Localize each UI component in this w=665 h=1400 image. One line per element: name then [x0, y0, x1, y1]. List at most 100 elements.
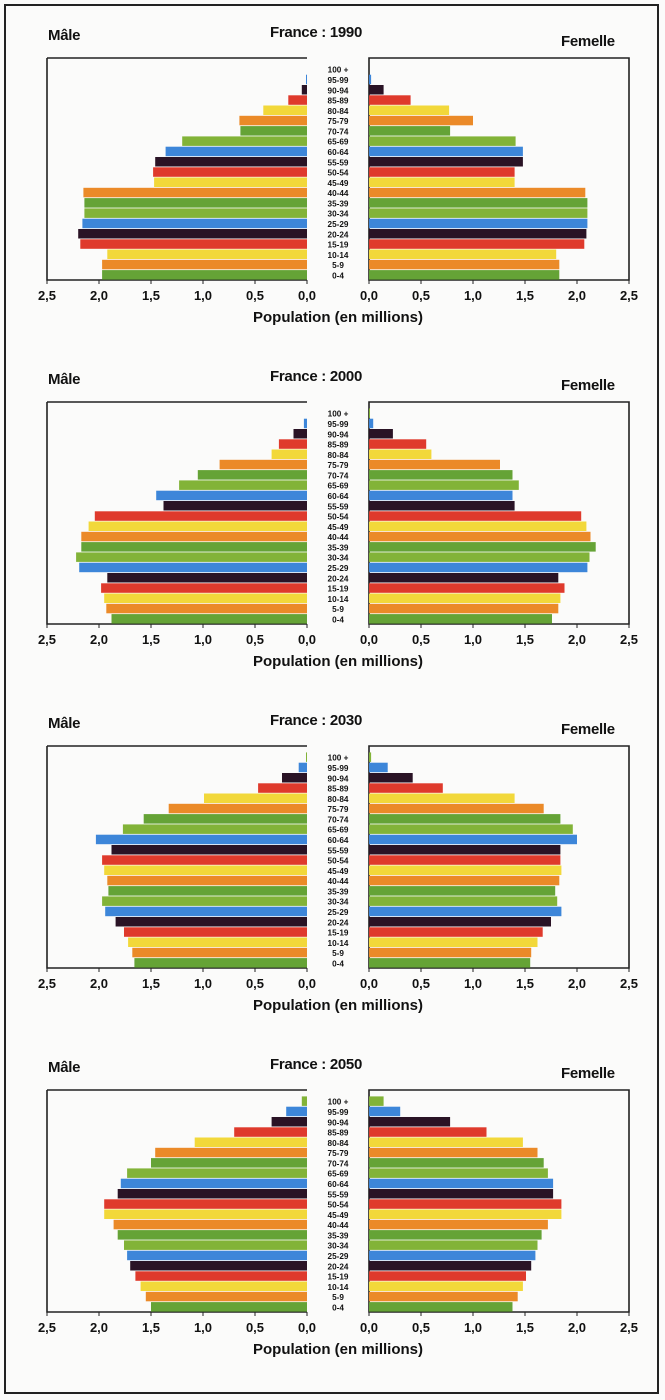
age-label: 70-74	[328, 1159, 349, 1168]
female-bar-50-54	[369, 511, 582, 521]
male-bar-55-59	[163, 501, 307, 511]
x-axis-label: Population (en millions)	[253, 997, 423, 1014]
male-bar-60-64	[95, 834, 308, 845]
male-bar-50-54	[94, 511, 307, 521]
male-bar-35-39	[81, 542, 307, 552]
age-label: 85-89	[328, 1129, 349, 1138]
male-bar-95-99	[298, 762, 307, 773]
female-bar-20-24	[369, 917, 551, 927]
age-label: 35-39	[328, 1231, 349, 1240]
female-tick-label: 2,5	[620, 288, 638, 303]
female-bar-30-34	[369, 896, 558, 906]
male-bar-10-14	[128, 937, 307, 947]
age-label: 10-14	[328, 251, 349, 260]
pyramid-panel-2050: Mâle France : 2050 Femelle 0-4 5-9 10-14 15…	[0, 1054, 665, 1394]
female-tick-label: 0,0	[360, 632, 378, 647]
male-bar-30-34	[124, 1240, 307, 1250]
age-label: 80-84	[328, 451, 349, 460]
female-bar-60-64	[369, 146, 523, 157]
male-tick-label: 1,0	[194, 976, 212, 991]
male-bar-75-79	[168, 803, 307, 814]
female-bar-80-84	[369, 1137, 523, 1147]
female-tick-label: 0,5	[412, 288, 430, 303]
age-label: 50-54	[328, 513, 349, 522]
male-bar-80-84	[194, 1137, 307, 1147]
age-label: 50-54	[328, 169, 349, 178]
male-bar-40-44	[107, 875, 307, 886]
female-bar-0-4	[369, 958, 531, 968]
male-bar-35-39	[84, 198, 308, 208]
female-tick-label: 0,0	[360, 976, 378, 991]
male-bar-95-99	[306, 74, 307, 85]
male-tick-label: 1,0	[194, 632, 212, 647]
age-label: 35-39	[328, 199, 349, 208]
female-bar-55-59	[369, 845, 561, 855]
female-bar-40-44	[369, 187, 586, 198]
female-bar-60-64	[369, 834, 577, 845]
male-bar-85-89	[278, 439, 307, 449]
male-bar-5-9	[106, 603, 307, 614]
age-label: 20-24	[328, 574, 349, 583]
female-bar-20-24	[369, 1261, 532, 1271]
male-bar-35-39	[108, 886, 308, 896]
female-bar-85-89	[369, 439, 427, 449]
male-tick-label: 0,0	[298, 976, 316, 991]
male-bar-80-84	[271, 449, 307, 459]
male-bar-20-24	[130, 1261, 307, 1271]
age-label: 30-34	[328, 210, 349, 219]
age-label: 5-9	[332, 1293, 344, 1302]
female-tick-label: 0,0	[360, 288, 378, 303]
female-tick-label: 1,5	[516, 632, 534, 647]
female-bar-100 +	[369, 408, 370, 418]
age-label: 75-79	[328, 1149, 349, 1158]
age-label: 45-49	[328, 867, 349, 876]
male-bar-30-34	[84, 208, 308, 218]
age-label: 75-79	[328, 461, 349, 470]
male-bar-45-49	[104, 865, 307, 875]
female-bar-25-29	[369, 562, 588, 573]
female-bar-5-9	[369, 1291, 518, 1302]
female-bar-10-14	[369, 249, 557, 259]
female-label: Femelle	[561, 33, 615, 50]
female-bar-50-54	[369, 167, 515, 177]
male-tick-label: 2,5	[38, 632, 56, 647]
age-label: 0-4	[332, 959, 344, 968]
female-tick-label: 1,5	[516, 1320, 534, 1335]
age-label: 30-34	[328, 554, 349, 563]
male-bar-30-34	[102, 896, 307, 906]
female-tick-label: 0,0	[360, 1320, 378, 1335]
male-label: Mâle	[48, 371, 81, 388]
male-bar-90-94	[293, 429, 307, 439]
age-label: 60-64	[328, 836, 349, 845]
female-bar-85-89	[369, 783, 443, 793]
age-label: 55-59	[328, 1190, 349, 1199]
chart-title: France : 2030	[270, 712, 362, 729]
age-label: 90-94	[328, 86, 349, 95]
age-label: 15-19	[328, 929, 349, 938]
female-bar-60-64	[369, 490, 513, 501]
age-label: 95-99	[328, 420, 349, 429]
male-tick-label: 2,0	[90, 288, 108, 303]
female-bar-30-34	[369, 552, 590, 562]
male-bar-10-14	[140, 1281, 307, 1291]
female-bar-35-39	[369, 198, 588, 208]
male-bar-15-19	[80, 239, 307, 249]
age-label: 65-69	[328, 138, 349, 147]
male-bar-25-29	[105, 906, 307, 917]
male-tick-label: 0,5	[246, 1320, 264, 1335]
male-bar-15-19	[124, 927, 307, 937]
male-bar-5-9	[145, 1291, 307, 1302]
age-label: 65-69	[328, 826, 349, 835]
age-label: 30-34	[328, 898, 349, 907]
age-label: 15-19	[328, 585, 349, 594]
female-bar-85-89	[369, 95, 411, 105]
pyramid-panel-2000: Mâle France : 2000 Femelle 0-4 5-9 10-14 15…	[0, 366, 665, 706]
male-bar-10-14	[107, 249, 307, 259]
age-label: 50-54	[328, 857, 349, 866]
male-bar-65-69	[127, 1168, 307, 1178]
female-bar-20-24	[369, 229, 587, 239]
female-tick-label: 0,5	[412, 632, 430, 647]
male-bar-65-69	[122, 824, 308, 834]
female-bar-45-49	[369, 521, 587, 531]
